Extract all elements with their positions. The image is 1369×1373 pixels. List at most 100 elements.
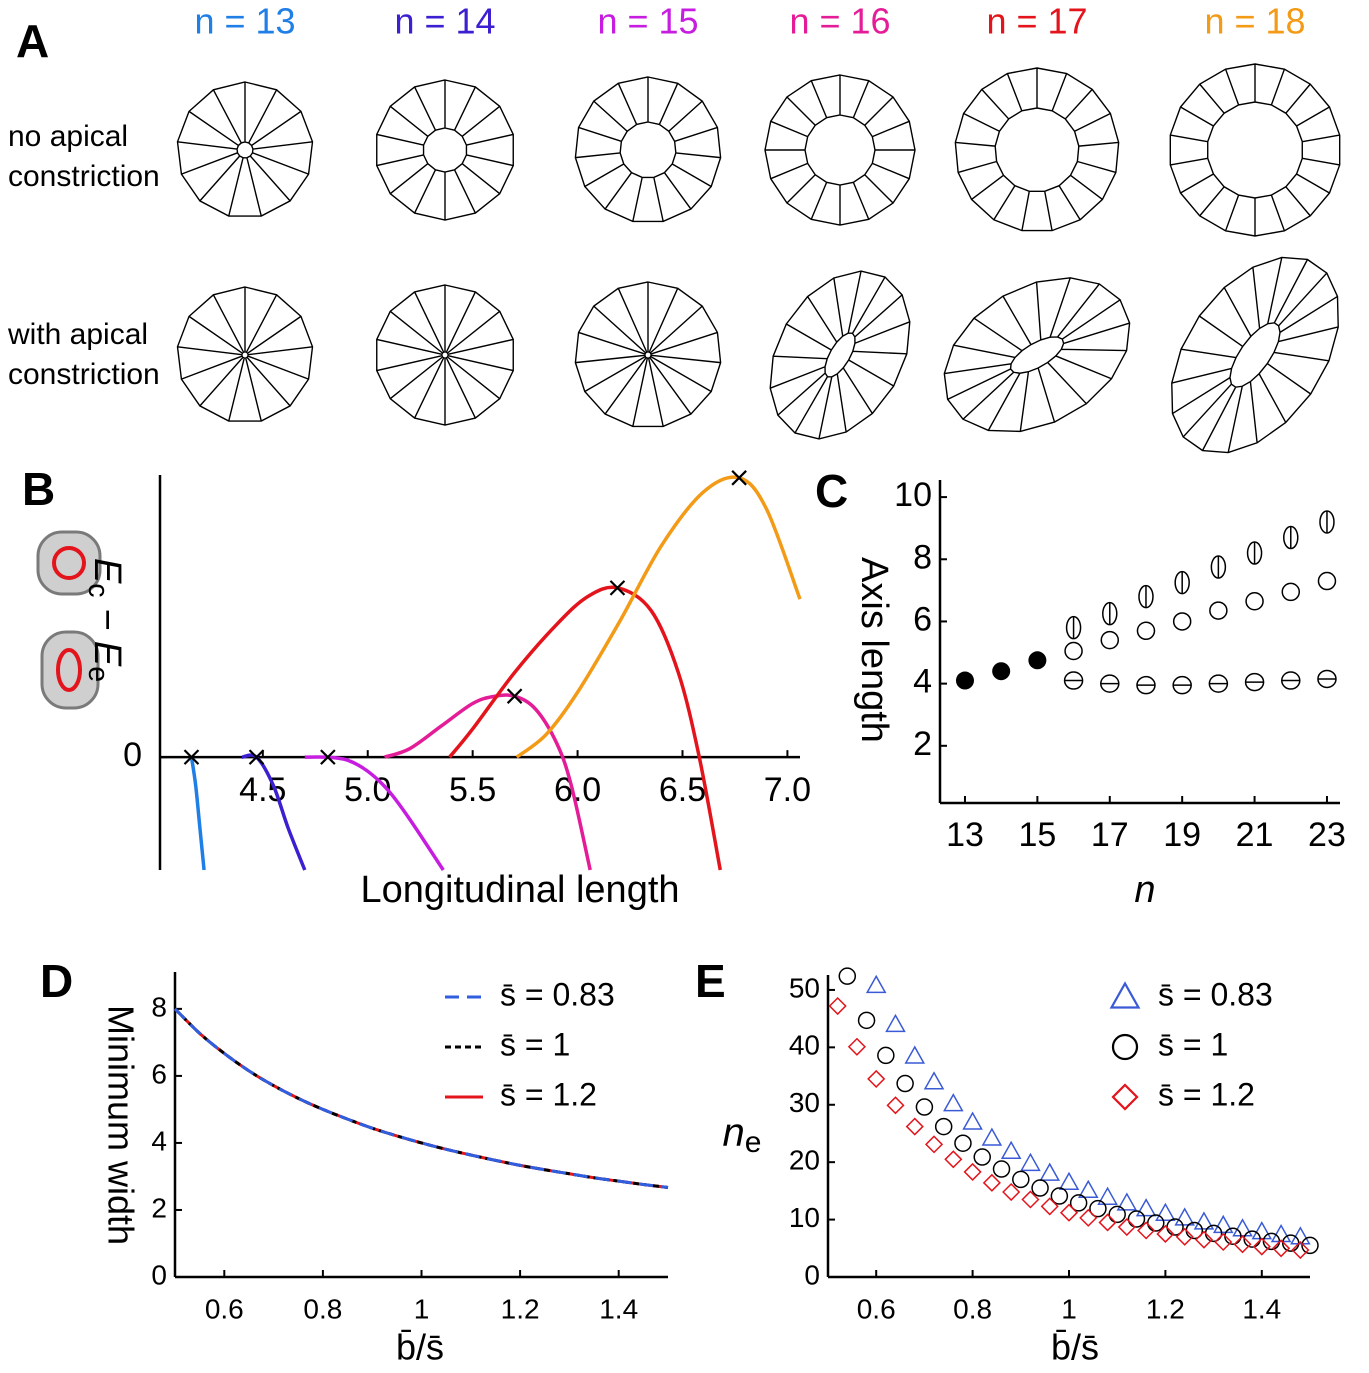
- point: [1050, 1187, 1069, 1205]
- point: [1147, 1214, 1165, 1232]
- axis-label-part: − E: [86, 598, 128, 667]
- point: [877, 1046, 895, 1065]
- axis-label-part: e: [745, 1126, 762, 1159]
- ring-label: n = 13: [194, 1, 295, 42]
- x-tick-label: 5.0: [344, 771, 391, 809]
- cross: [183, 749, 200, 765]
- cell-ring: [376, 79, 514, 221]
- cell-ring: [943, 277, 1131, 433]
- point: [943, 1093, 964, 1112]
- axis-label: Minimum width: [100, 1005, 141, 1245]
- y-tick-label: 8: [151, 991, 167, 1022]
- point: [1136, 675, 1156, 695]
- cell-ring: [769, 270, 911, 440]
- point: [1138, 584, 1154, 609]
- point: [963, 1162, 982, 1181]
- point: [1058, 1171, 1080, 1191]
- y-tick-label: 4: [151, 1125, 167, 1156]
- point: [1100, 674, 1120, 693]
- crossing-marker: [320, 749, 336, 765]
- point: [1209, 601, 1228, 620]
- lumen: [441, 351, 449, 359]
- point: [1245, 591, 1264, 611]
- point: [838, 967, 857, 985]
- icon-circular: [36, 530, 102, 596]
- point: [944, 1150, 963, 1169]
- cell-ring: [376, 284, 514, 426]
- legend-label: s̄ = 0.83: [500, 976, 615, 1012]
- point: [1283, 525, 1299, 550]
- point: [1040, 1197, 1059, 1216]
- point: [896, 1074, 914, 1093]
- y-tick-label: 2: [913, 725, 932, 763]
- y-tick-label: 4: [913, 663, 932, 701]
- point: [1065, 615, 1082, 640]
- point: [867, 1069, 886, 1088]
- axis-label: b̄/s̄: [396, 1327, 444, 1368]
- lumen: [644, 351, 652, 359]
- legend-entry: s̄ = 1.2: [1111, 1076, 1255, 1112]
- point: [1069, 1194, 1088, 1212]
- crossing-marker: [506, 688, 523, 704]
- lumen: [241, 351, 249, 359]
- point: [1021, 1190, 1040, 1209]
- y-tick-label: 30: [789, 1087, 820, 1118]
- x-tick-label: 1.4: [599, 1293, 638, 1324]
- line: [189, 756, 206, 871]
- point: [885, 1013, 906, 1033]
- axis-label: Axis length: [853, 557, 895, 743]
- point: [1246, 541, 1263, 565]
- y-tick-label: 8: [913, 538, 932, 576]
- y-tick-label: 0: [123, 736, 142, 774]
- point: [992, 662, 1011, 681]
- x-tick-label: 0.8: [303, 1293, 342, 1324]
- x-tick-label: 1.2: [1146, 1293, 1185, 1324]
- point: [1100, 630, 1120, 650]
- point: [1135, 1198, 1157, 1217]
- cell-ring: [1171, 256, 1339, 454]
- point: [992, 1160, 1011, 1178]
- cross: [248, 749, 265, 765]
- point: [1111, 1083, 1139, 1111]
- point: [1063, 671, 1084, 690]
- point: [1281, 671, 1301, 690]
- point: [1117, 1217, 1136, 1237]
- crossing-marker: [609, 580, 626, 596]
- point: [1193, 1211, 1215, 1230]
- point: [1156, 1224, 1175, 1243]
- panel-label: E: [695, 955, 726, 1007]
- ring-label: n = 15: [597, 1, 698, 42]
- point: [1281, 582, 1301, 602]
- cell-ring: [176, 81, 314, 217]
- point: [1064, 641, 1083, 661]
- icon-lumen: [56, 648, 82, 692]
- state-icons: [36, 530, 102, 710]
- x-tick-label: 15: [1018, 816, 1056, 854]
- point: [1111, 1033, 1139, 1061]
- point: [1012, 1170, 1030, 1189]
- y-tick-label: 6: [151, 1058, 167, 1089]
- point: [1039, 1162, 1061, 1181]
- point: [1000, 1140, 1022, 1160]
- point: [905, 1117, 924, 1136]
- point: [954, 1134, 972, 1152]
- crossing-marker: [248, 749, 265, 765]
- cell-ring: [764, 74, 916, 226]
- point: [1301, 1236, 1319, 1255]
- axis-label: b̄/s̄: [1051, 1327, 1099, 1368]
- cell-ring: [574, 281, 722, 428]
- ring-label: n = 17: [986, 1, 1087, 42]
- point: [1098, 1213, 1117, 1232]
- point: [1097, 1186, 1118, 1205]
- y-tick-label: 0: [151, 1259, 167, 1290]
- line: [515, 475, 802, 759]
- axis-label-part: e: [82, 666, 114, 682]
- legend-entry: s̄ = 0.83: [445, 976, 615, 1012]
- point: [886, 1096, 905, 1115]
- point: [1172, 675, 1192, 695]
- point: [1174, 1207, 1195, 1226]
- y-tick-label: 50: [789, 972, 820, 1003]
- point: [1272, 1239, 1291, 1258]
